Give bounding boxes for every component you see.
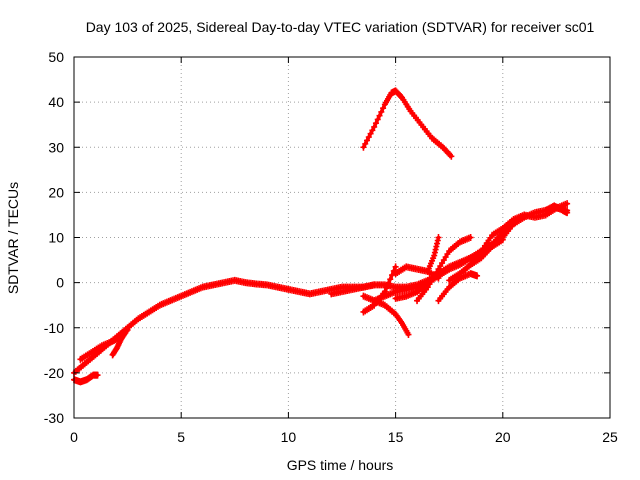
- x-tick-label: 0: [70, 429, 78, 445]
- data-point: [448, 152, 455, 160]
- x-tick-label: 25: [602, 429, 618, 445]
- data-point: [94, 371, 101, 379]
- data-point: [435, 274, 442, 282]
- data-point: [389, 271, 396, 279]
- series-arc-mid-f: [392, 263, 442, 282]
- y-tick-label: 10: [48, 230, 64, 246]
- data-point: [372, 119, 379, 127]
- y-tick-label: 0: [56, 275, 64, 291]
- data-point: [564, 200, 571, 208]
- data-point: [383, 284, 390, 292]
- y-tick-label: 40: [48, 94, 64, 110]
- data-point: [435, 234, 442, 241]
- series-arc-mid-k: [467, 224, 506, 269]
- data-point: [467, 234, 474, 241]
- data-point: [474, 272, 481, 280]
- y-tick-label: -20: [44, 365, 64, 381]
- x-tick-label: 20: [495, 429, 511, 445]
- data-point: [387, 275, 394, 283]
- x-tick-label: 15: [388, 429, 404, 445]
- y-tick-label: -10: [44, 320, 64, 336]
- data-point: [419, 282, 426, 290]
- axis-ticks: 0 5 10 15 20 25 -30 -20 -10 0 10 20 30 40 50: [44, 49, 618, 445]
- series-arc-late-c: [542, 202, 571, 217]
- series-arc-mid-i: [435, 270, 481, 305]
- series-arc-mid-c: [360, 263, 399, 316]
- data-point: [376, 112, 383, 120]
- y-axis-label: SDTVAR / TECUs: [5, 182, 21, 294]
- series-arc-late-b: [499, 200, 571, 232]
- data-point: [420, 281, 427, 289]
- data-point: [378, 108, 385, 116]
- x-axis-label: GPS time / hours: [287, 457, 394, 473]
- series-arc-early-c: [109, 328, 129, 359]
- data-point: [564, 209, 571, 217]
- data-point: [385, 279, 392, 287]
- series-arc-mid-e: [392, 281, 427, 302]
- y-tick-label: 50: [48, 49, 64, 65]
- data-point: [122, 328, 129, 336]
- x-tick-label: 10: [281, 429, 297, 445]
- data-series: [71, 87, 571, 386]
- grid-lines: [74, 57, 610, 418]
- series-arc-mid-h: [424, 234, 442, 275]
- data-point: [380, 104, 387, 112]
- series-arc-mid-g: [414, 234, 474, 305]
- data-point: [392, 263, 399, 271]
- y-tick-label: -30: [44, 410, 64, 426]
- data-point: [405, 331, 412, 339]
- y-tick-label: 30: [48, 139, 64, 155]
- x-tick-label: 5: [177, 429, 185, 445]
- series-arc-early-a: [71, 371, 101, 386]
- data-point: [371, 123, 378, 131]
- y-tick-label: 20: [48, 184, 64, 200]
- chart-title: Day 103 of 2025, Sidereal Day-to-day VTE…: [86, 19, 595, 35]
- series-arc-peak: [360, 87, 455, 160]
- data-point: [374, 115, 381, 123]
